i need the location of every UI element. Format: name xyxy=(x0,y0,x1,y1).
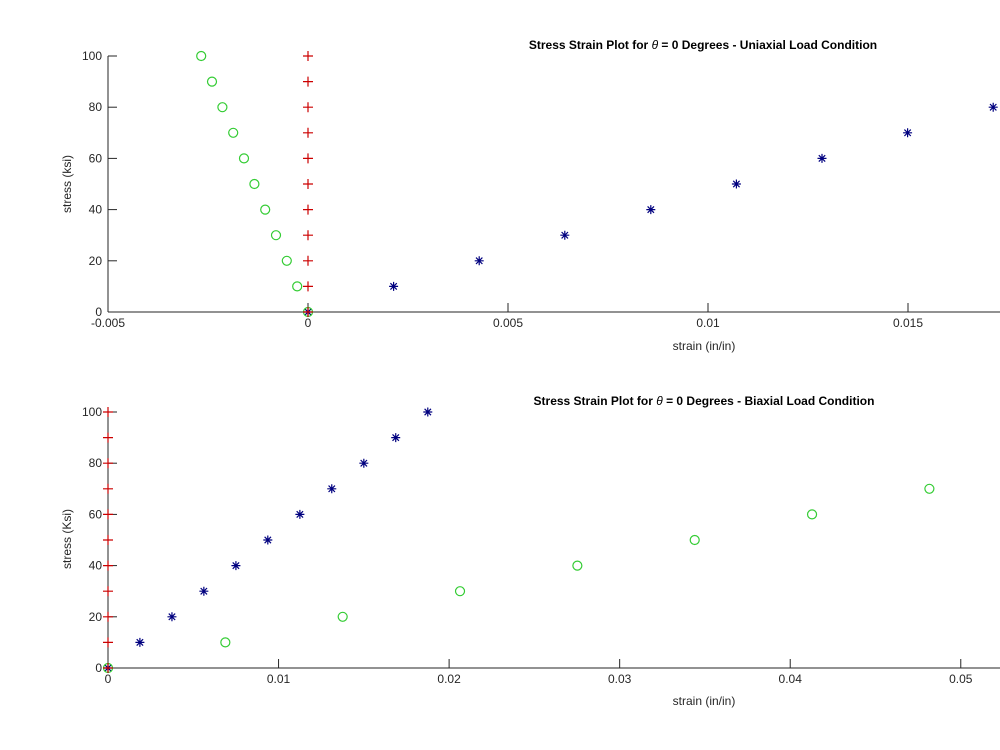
axes-lines xyxy=(107,56,1000,313)
data-point-plus xyxy=(103,509,113,520)
x-tick-label: 0.02 xyxy=(437,672,461,686)
x-tick-label: 0.05 xyxy=(949,672,973,686)
x-axis-label: strain (in/in) xyxy=(673,694,736,708)
data-marks xyxy=(102,407,935,674)
data-point-asterisk xyxy=(646,205,656,215)
data-point-plus xyxy=(303,153,313,164)
data-point-asterisk xyxy=(167,612,177,622)
x-tick-label: 0.01 xyxy=(267,672,291,686)
data-point-asterisk xyxy=(903,128,913,138)
y-tick-label: 20 xyxy=(89,610,103,624)
data-point-plus xyxy=(303,230,313,241)
data-point-circle xyxy=(292,281,303,292)
data-point-plus xyxy=(103,560,113,571)
data-point-circle xyxy=(572,560,583,571)
tick-marks: 0 0.01 0.02 0.03 0.04 0.05 0 20 40 60 80 100 xyxy=(82,405,973,686)
data-marks xyxy=(196,50,998,318)
data-point-circle xyxy=(689,534,700,546)
data-point-circle xyxy=(228,127,239,138)
data-point-asterisk xyxy=(817,153,827,163)
data-point-asterisk xyxy=(231,561,241,571)
data-point-plus xyxy=(303,76,313,87)
y-tick-label: 80 xyxy=(89,456,103,470)
data-point-plus xyxy=(103,663,113,673)
data-point-plus xyxy=(103,637,113,648)
data-point-asterisk xyxy=(391,433,401,443)
y-tick-label: 100 xyxy=(82,405,102,419)
data-point-circle xyxy=(220,637,231,648)
data-point-plus xyxy=(303,51,313,61)
x-tick-label: 0.03 xyxy=(608,672,632,686)
data-point-asterisk xyxy=(988,102,998,112)
data-point-asterisk xyxy=(731,179,741,189)
data-point-plus xyxy=(303,255,313,266)
data-point-asterisk xyxy=(560,230,570,240)
axes-lines xyxy=(107,412,1000,669)
data-point-asterisk xyxy=(327,484,337,494)
chart-title: Stress Strain Plot for θ = 0 Degrees - B… xyxy=(534,394,875,408)
data-point-circle xyxy=(270,230,282,241)
data-point-asterisk xyxy=(135,637,145,647)
x-axis-label: strain (in/in) xyxy=(673,339,736,353)
y-tick-label: 0 xyxy=(95,661,102,675)
data-point-plus xyxy=(103,611,113,622)
data-point-circle xyxy=(196,50,207,62)
data-point-plus xyxy=(103,586,113,597)
data-point-asterisk xyxy=(389,281,399,291)
data-point-asterisk xyxy=(295,509,305,519)
data-point-circle xyxy=(238,153,250,164)
data-point-circle xyxy=(217,102,228,113)
x-tick-label: 0.015 xyxy=(893,316,923,330)
x-tick-label: 0 xyxy=(305,316,312,330)
data-point-circle xyxy=(454,586,466,597)
uniaxial-chart: Stress Strain Plot for θ = 0 Degrees - U… xyxy=(60,38,1000,353)
chart-title: Stress Strain Plot for θ = 0 Degrees - U… xyxy=(529,38,877,52)
data-point-plus xyxy=(103,458,113,469)
x-tick-label: 0.005 xyxy=(493,316,523,330)
data-point-plus xyxy=(303,102,313,113)
y-tick-label: 40 xyxy=(89,559,103,573)
data-point-plus xyxy=(103,483,113,494)
data-point-plus xyxy=(103,407,113,417)
data-point-circle xyxy=(206,76,218,87)
x-tick-label: 0.01 xyxy=(696,316,720,330)
y-tick-label: 100 xyxy=(82,49,102,63)
data-point-plus xyxy=(303,307,313,317)
x-tick-label: -0.005 xyxy=(91,316,125,330)
data-point-circle xyxy=(806,509,818,520)
y-tick-label: 40 xyxy=(89,203,103,217)
data-point-asterisk xyxy=(423,407,433,417)
data-point-asterisk xyxy=(199,586,209,596)
y-tick-label: 60 xyxy=(89,507,103,521)
y-tick-label: 20 xyxy=(89,254,103,268)
data-point-plus xyxy=(303,204,313,215)
data-point-plus xyxy=(103,432,113,443)
data-point-circle xyxy=(249,178,260,190)
data-point-plus xyxy=(303,281,313,292)
y-tick-label: 80 xyxy=(89,100,103,114)
data-point-circle xyxy=(260,204,271,215)
data-point-circle xyxy=(924,483,935,494)
data-point-plus xyxy=(303,179,313,189)
data-point-circle xyxy=(281,255,292,266)
data-point-plus xyxy=(303,127,313,138)
y-axis-label: stress (Ksi) xyxy=(60,509,74,569)
data-point-asterisk xyxy=(474,256,484,266)
data-point-asterisk xyxy=(359,458,369,468)
data-point-plus xyxy=(103,535,113,545)
x-tick-label: 0 xyxy=(105,672,112,686)
data-point-circle xyxy=(337,611,348,622)
data-point-asterisk xyxy=(263,535,273,545)
biaxial-chart: Stress Strain Plot for θ = 0 Degrees - B… xyxy=(60,394,1000,708)
x-tick-label: 0.04 xyxy=(779,672,803,686)
y-tick-label: 0 xyxy=(95,305,102,319)
y-axis-label: stress (ksi) xyxy=(60,155,74,213)
y-tick-label: 60 xyxy=(89,151,103,165)
